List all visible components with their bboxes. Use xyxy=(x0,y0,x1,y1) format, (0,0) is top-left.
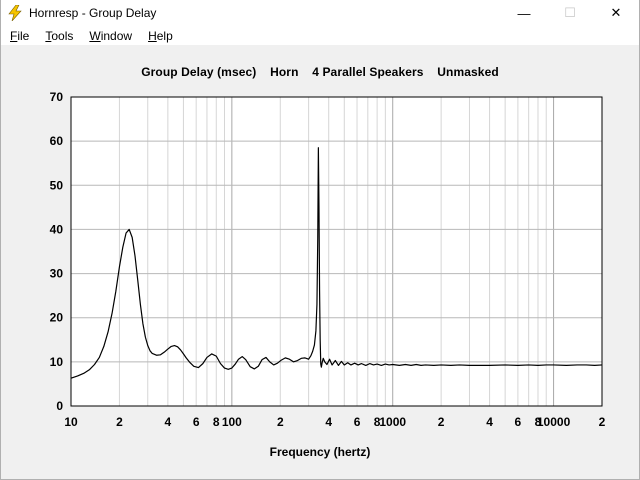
menu-file[interactable]: File xyxy=(10,28,30,43)
window-controls: — ☐ ✕ xyxy=(501,0,639,26)
x-tick-label: 2 xyxy=(438,415,445,429)
y-tick-label: 30 xyxy=(50,267,64,281)
x-tick-label: 6 xyxy=(193,415,200,429)
x-tick-label: 8 xyxy=(213,415,220,429)
minimize-button[interactable]: — xyxy=(517,5,531,21)
menu-help[interactable]: Help xyxy=(148,28,173,43)
y-tick-label: 0 xyxy=(56,399,63,413)
title-bar[interactable]: Hornresp - Group Delay — ☐ ✕ xyxy=(1,0,639,26)
x-tick-label: 2 xyxy=(116,415,123,429)
chart-title: Group Delay (msec) Horn 4 Parallel Speak… xyxy=(141,65,499,79)
x-tick-label: 4 xyxy=(165,415,172,429)
x-tick-label: 2 xyxy=(277,415,284,429)
y-tick-label: 60 xyxy=(50,134,64,148)
x-tick-label: 6 xyxy=(354,415,361,429)
y-tick-label: 50 xyxy=(50,178,64,192)
x-tick-label: 6 xyxy=(515,415,522,429)
close-button[interactable]: ✕ xyxy=(610,5,622,20)
x-tick-label: 10000 xyxy=(537,415,571,429)
maximize-button[interactable]: ☐ xyxy=(564,5,576,20)
x-tick-label: 2 xyxy=(599,415,606,429)
x-tick-label: 100 xyxy=(222,415,242,429)
x-tick-label: 8 xyxy=(535,415,542,429)
x-tick-label: 10 xyxy=(64,415,78,429)
y-tick-label: 20 xyxy=(50,311,64,325)
x-tick-label: 8 xyxy=(374,415,381,429)
window-title: Hornresp - Group Delay xyxy=(29,6,157,20)
lightning-bolt-icon xyxy=(8,5,22,21)
y-tick-label: 10 xyxy=(50,355,64,369)
chart-area: Group Delay (msec) Horn 4 Parallel Speak… xyxy=(1,45,639,479)
x-tick-label: 4 xyxy=(486,415,493,429)
menu-tools[interactable]: Tools xyxy=(45,28,74,43)
x-tick-label: 4 xyxy=(325,415,332,429)
plot-frame xyxy=(70,96,603,407)
x-tick-label: 1000 xyxy=(379,415,406,429)
group-delay-series-line xyxy=(70,147,603,379)
plot-background xyxy=(71,97,602,406)
y-tick-label: 40 xyxy=(50,222,64,236)
x-axis-label: Frequency (hertz) xyxy=(269,445,371,459)
y-tick-label: 70 xyxy=(50,90,64,104)
menu-window[interactable]: Window xyxy=(89,28,133,43)
menu-bar: File Tools Window Help xyxy=(1,26,639,45)
